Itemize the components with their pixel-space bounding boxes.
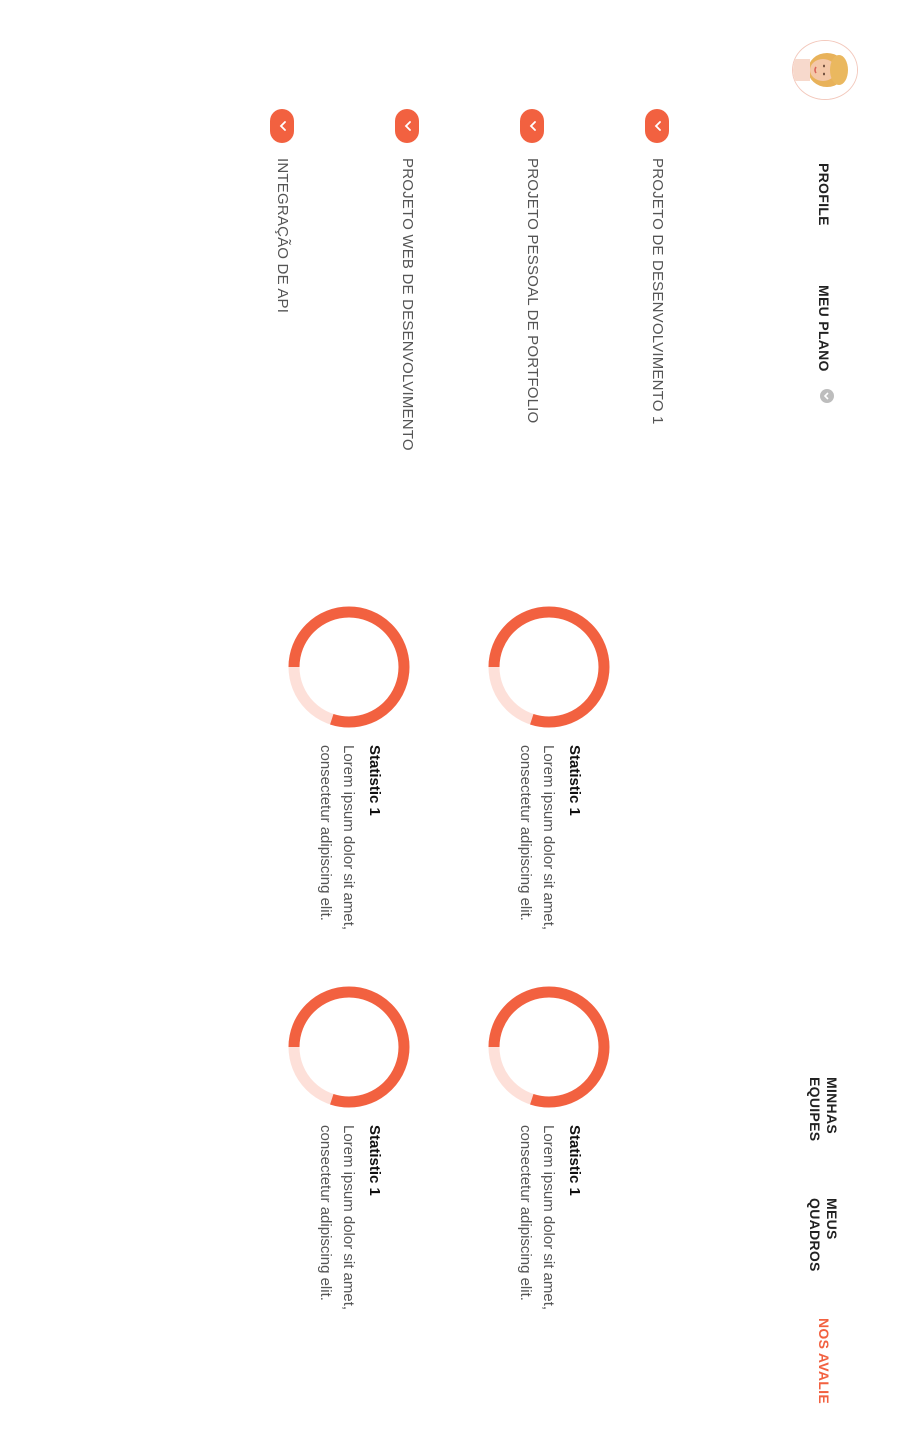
nav-profile[interactable]: PROFILE: [816, 163, 832, 226]
stat-title: Statistic 1: [566, 1125, 583, 1196]
project-toggle-1[interactable]: [645, 109, 669, 143]
chevron-down-icon: [279, 121, 286, 131]
stat-description: Lorem ipsum dolor sit amet, consectetur …: [517, 1125, 557, 1311]
avatar[interactable]: [792, 40, 858, 100]
chevron-down-icon: [404, 121, 411, 131]
project-toggle-3[interactable]: [395, 109, 419, 143]
project-item-4[interactable]: INTEGRAÇÃO DE API: [274, 158, 291, 314]
stat-progress-ring: [287, 605, 411, 729]
project-item-2[interactable]: PROJETO PESSOAL DE PORTFOLIO: [524, 158, 541, 424]
avatar-image: [793, 41, 857, 99]
stat-title: Statistic 1: [566, 745, 583, 816]
nav-meus-quadros[interactable]: MEUS QUADROS: [807, 1198, 840, 1272]
project-toggle-4[interactable]: [270, 109, 294, 143]
chevron-down-icon[interactable]: [820, 389, 834, 403]
project-item-1[interactable]: PROJETO DE DESENVOLVIMENTO 1: [649, 158, 666, 425]
nav-minhas-equipes[interactable]: MINHAS EQUIPES: [807, 1077, 840, 1142]
stat-progress-ring: [287, 985, 411, 1109]
project-toggle-2[interactable]: [520, 109, 544, 143]
stat-progress-ring: [487, 985, 611, 1109]
chevron-down-icon: [529, 121, 536, 131]
stat-progress-ring: [487, 605, 611, 729]
stat-description: Lorem ipsum dolor sit amet, consectetur …: [517, 745, 557, 931]
nav-meu-plano[interactable]: MEU PLANO: [816, 285, 832, 372]
project-item-3[interactable]: PROJETO WEB DE DESENVOLVIMENTO: [399, 158, 416, 451]
chevron-down-icon: [654, 121, 661, 131]
stat-description: Lorem ipsum dolor sit amet, consectetur …: [317, 1125, 357, 1311]
stat-title: Statistic 1: [366, 745, 383, 816]
nav-nos-avalie[interactable]: NOS AVALIE: [816, 1318, 832, 1404]
stat-title: Statistic 1: [366, 1125, 383, 1196]
stat-description: Lorem ipsum dolor sit amet, consectetur …: [317, 745, 357, 931]
